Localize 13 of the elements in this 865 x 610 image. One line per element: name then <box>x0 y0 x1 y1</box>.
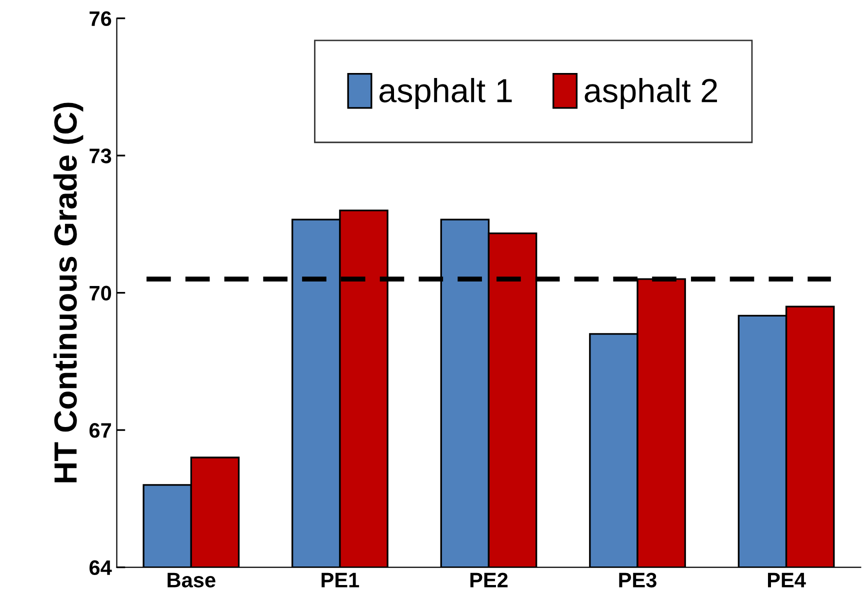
y-tick-label: 73 <box>90 148 112 164</box>
x-tick-label: Base <box>168 572 216 588</box>
x-tick-label: PE4 <box>768 572 806 588</box>
legend-label: asphalt 2 <box>584 78 717 110</box>
x-tick-label: PE3 <box>619 572 656 588</box>
x-tick-label: PE1 <box>322 572 360 588</box>
y-tick-label: 76 <box>90 11 112 26</box>
y-tick-label: 70 <box>90 286 112 301</box>
y-tick-label: 64 <box>90 560 112 576</box>
y-tick-label: 67 <box>90 423 111 438</box>
y-axis-title: HT Continuous Grade (C) <box>53 102 84 482</box>
x-tick-label: PE2 <box>470 572 508 588</box>
legend-label: asphalt 1 <box>380 78 512 110</box>
